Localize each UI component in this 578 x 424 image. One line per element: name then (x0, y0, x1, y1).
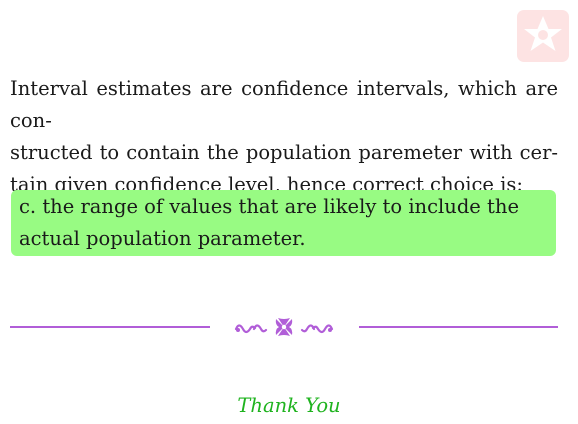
divider-left (10, 326, 210, 328)
explanation-line: structed to contain the population parem… (10, 141, 558, 164)
star-badge-icon (517, 10, 569, 62)
answer-box: c. the range of values that are likely t… (11, 190, 556, 256)
answer-text: c. the range of values that are likely t… (19, 190, 548, 255)
answer-line: actual population parameter. (19, 227, 306, 250)
explanation-paragraph: Interval estimates are confidence interv… (10, 73, 558, 201)
closing-text: Thank You (237, 394, 341, 417)
answer-line: c. the range of values that are likely t… (19, 195, 519, 218)
divider-right (359, 326, 558, 328)
explanation-line: Interval estimates are confidence interv… (10, 77, 558, 132)
floral-ornament-icon (234, 318, 334, 336)
